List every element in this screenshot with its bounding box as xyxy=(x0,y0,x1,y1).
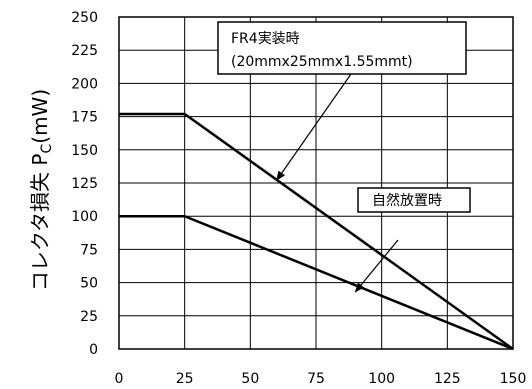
y-tick-label: 150 xyxy=(71,143,98,159)
x-tick-label: 150 xyxy=(500,371,527,387)
plot-area-frame xyxy=(118,16,514,350)
y-tick-label: 175 xyxy=(71,110,98,126)
y-tick-labels: 0 25 50 75 100 125 150 175 200 225 250 xyxy=(71,10,98,358)
x-tick-label: 0 xyxy=(115,371,124,387)
x-tick-label: 25 xyxy=(176,371,194,387)
y-tick-label: 125 xyxy=(71,176,98,192)
annotation-fr4-line2: (20mmx25mmx1.55mmt) xyxy=(231,54,413,70)
y-axis-label-unit: (mW) xyxy=(28,89,52,144)
annotation-fr4-line1: FR4実装時 xyxy=(231,31,300,47)
annotation-fr4-arrow xyxy=(276,73,352,182)
y-axis-label-subscript: C xyxy=(39,144,55,154)
y-tick-label: 225 xyxy=(71,43,98,59)
x-tick-label: 75 xyxy=(307,371,325,387)
series-line-1 xyxy=(119,214,514,351)
annotation-natural-arrow xyxy=(354,239,399,293)
y-tick-label: 250 xyxy=(71,10,98,26)
annotation-box-natural xyxy=(357,187,471,213)
x-tick-label: 125 xyxy=(434,371,461,387)
y-tick-label: 200 xyxy=(71,76,98,92)
y-tick-label: 25 xyxy=(80,309,98,325)
y-tick-label: 75 xyxy=(80,242,98,258)
annotation-natural-line1: 自然放置時 xyxy=(372,192,442,209)
y-tick-label: 50 xyxy=(80,276,98,292)
y-tick-label: 100 xyxy=(71,209,98,225)
annotation-box-fr4 xyxy=(217,21,467,75)
y-axis-label: コレクタ損失 PC(mW) xyxy=(28,89,55,291)
y-tick-label: 0 xyxy=(89,342,98,358)
y-axis-label-text: コレクタ損失 P xyxy=(28,154,52,292)
series-group xyxy=(119,112,514,351)
x-tick-labels: 0 25 50 75 100 125 150 xyxy=(115,371,527,387)
x-tick-label: 100 xyxy=(368,371,395,387)
x-tick-label: 50 xyxy=(241,371,259,387)
series-line-0 xyxy=(119,112,514,351)
